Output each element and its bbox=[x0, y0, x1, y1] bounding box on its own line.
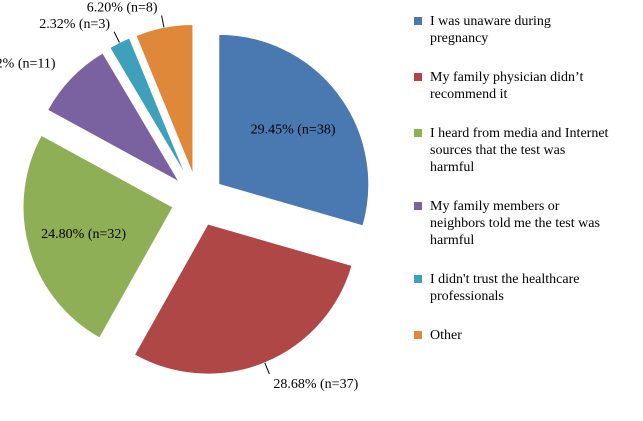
pie-slice-physician bbox=[133, 223, 353, 375]
legend-label-trust: I didn't trust the healthcare bbox=[430, 272, 579, 287]
leader-line-physician bbox=[264, 362, 270, 375]
legend-swatch-trust bbox=[414, 275, 422, 283]
legend-swatch-physician bbox=[414, 73, 422, 81]
legend-swatch-media bbox=[414, 129, 422, 137]
leader-line-trust bbox=[113, 31, 120, 43]
legend-label-media: harmful bbox=[430, 160, 474, 175]
legend-item-trust: I didn't trust the healthcare professiona… bbox=[414, 272, 579, 304]
legend-label-unaware: pregnancy bbox=[430, 31, 488, 46]
legend-label-family: My family members or bbox=[430, 199, 560, 214]
legend-label-trust: professionals bbox=[430, 289, 504, 304]
legend-item-media: I heard from media and Internet sources t… bbox=[414, 126, 609, 175]
leader-lines bbox=[113, 15, 270, 375]
legend-swatch-unaware bbox=[414, 17, 422, 25]
data-label-other: 6.20% (n=8) bbox=[87, 1, 158, 16]
pie-slice-unaware bbox=[218, 33, 370, 227]
legend-item-other: Other bbox=[414, 328, 462, 343]
data-label-physician: 28.68% (n=37) bbox=[273, 377, 358, 392]
legend-label-unaware: I was unaware during bbox=[430, 14, 551, 29]
legend-label-other: Other bbox=[430, 328, 462, 343]
legend-label-family: neighbors told me the test was bbox=[430, 216, 600, 231]
legend-item-physician: My family physician didn’t recommend it bbox=[414, 70, 583, 102]
leader-line-other bbox=[161, 15, 165, 28]
data-label-unaware: 29.45% (n=38) bbox=[251, 122, 336, 137]
pie-slices bbox=[22, 23, 370, 375]
data-labels: 29.45% (n=38) 28.68% (n=37) 24.80% (n=32) 8… bbox=[0, 1, 359, 392]
legend-label-media: sources that the test was bbox=[430, 143, 565, 158]
legend-swatch-other bbox=[414, 331, 422, 339]
legend-label-media: I heard from media and Internet bbox=[430, 126, 609, 141]
legend: I was unaware during pregnancy My family p… bbox=[414, 14, 609, 343]
data-label-media: 24.80% (n=32) bbox=[41, 227, 126, 242]
legend-label-physician: My family physician didn’t bbox=[430, 70, 583, 85]
legend-item-unaware: I was unaware during pregnancy bbox=[414, 14, 551, 46]
data-label-trust: 2.32% (n=3) bbox=[39, 17, 110, 32]
legend-swatch-family bbox=[414, 202, 422, 210]
legend-item-family: My family members or neighbors told me th… bbox=[414, 199, 600, 248]
legend-label-physician: recommend it bbox=[430, 87, 507, 102]
pie-slice-media bbox=[22, 134, 174, 339]
legend-label-family: harmful bbox=[430, 233, 474, 248]
pie-slice-family bbox=[46, 52, 181, 184]
data-label-family: 8.52% (n=11) bbox=[0, 57, 56, 72]
